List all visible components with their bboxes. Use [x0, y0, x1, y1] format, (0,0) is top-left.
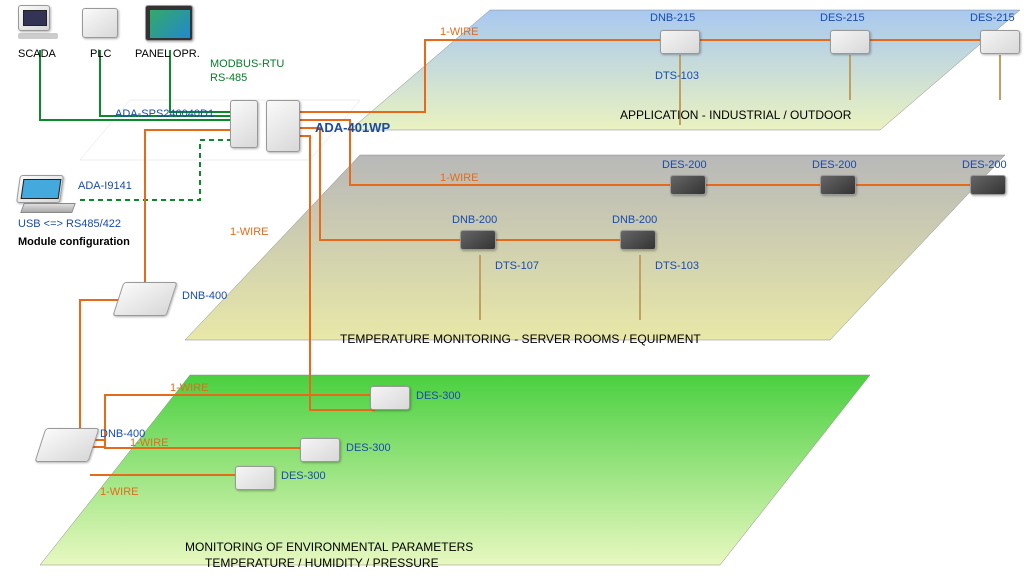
z1-sensor-label-2: DES-215 [970, 12, 1015, 24]
z2r1-label-1: DES-200 [812, 159, 857, 171]
plc-device [82, 8, 118, 38]
hub2 [34, 428, 99, 462]
z2r2-sensor-0 [460, 230, 496, 250]
scada-device [18, 5, 58, 39]
probe-z2a: DTS-107 [495, 260, 539, 272]
z2r2-label-1: DNB-200 [612, 214, 657, 226]
panel-device [145, 5, 193, 41]
zone3-title-l1: MONITORING OF ENVIRONMENTAL PARAMETERS [185, 540, 473, 554]
wire-zone3-trunk [300, 136, 375, 410]
z1-sensor-label-0: DNB-215 [650, 12, 695, 24]
wire-label-1: 1-WIRE [440, 26, 479, 38]
probe-z1: DTS-103 [655, 70, 699, 82]
z2r1-sensor-0 [670, 175, 706, 195]
z2r1-label-0: DES-200 [662, 159, 707, 171]
z2r2-sensor-1 [620, 230, 656, 250]
z1-sensor-0 [660, 30, 700, 54]
wire-label-2: 1-WIRE [440, 172, 479, 184]
hub1 [112, 282, 177, 316]
z2r1-sensor-1 [820, 175, 856, 195]
protocol-l1: MODBUS-RTU [210, 58, 284, 70]
adapter-name: ADA-I9141 [78, 180, 132, 192]
laptop [18, 175, 70, 213]
wire-label-4: 1-WIRE [170, 382, 209, 394]
main-modules [230, 100, 300, 152]
zone2-title: TEMPERATURE MONITORING - SERVER ROOMS / … [340, 332, 701, 346]
wire-label-5: 1-WIRE [130, 437, 169, 449]
plc-label: PLC [90, 48, 111, 60]
main-module-label: ADA-401WP [315, 120, 390, 135]
z3-label-0: DES-300 [416, 390, 461, 402]
adapter-cfg: Module configuration [18, 236, 130, 248]
wire-label-3: 1-WIRE [230, 226, 269, 238]
z2r1-sensor-2 [970, 175, 1006, 195]
wire-z3-a [90, 440, 300, 448]
z3-sensor-1 [300, 438, 340, 462]
adapter-desc: USB <=> RS485/422 [18, 218, 121, 230]
trunk-hub1 [145, 130, 230, 300]
z3-label-2: DES-300 [281, 470, 326, 482]
probe-z2b: DTS-103 [655, 260, 699, 272]
z3-label-1: DES-300 [346, 442, 391, 454]
z2r2-label-0: DNB-200 [452, 214, 497, 226]
zone1-title: APPLICATION - INDUSTRIAL / OUTDOOR [620, 108, 851, 122]
wire-label-6: 1-WIRE [100, 486, 139, 498]
wire-zone1 [300, 40, 660, 112]
scada-label: SCADA [18, 48, 56, 60]
z3-sensor-2 [235, 466, 275, 490]
protocol-l2: RS-485 [210, 72, 247, 84]
zone3-title-l2: TEMPERATURE / HUMIDITY / PRESSURE [205, 556, 439, 570]
z1-sensor-label-1: DES-215 [820, 12, 865, 24]
trunk-hub2 [80, 300, 145, 440]
panel-label: PANEL OPR. [135, 48, 200, 60]
z1-sensor-2 [980, 30, 1020, 54]
psu-label: ADA-SPS240040D1 [115, 108, 214, 120]
hub1-label: DNB-400 [182, 290, 227, 302]
z2r1-label-2: DES-200 [962, 159, 1007, 171]
z3-sensor-0 [370, 386, 410, 410]
z1-sensor-1 [830, 30, 870, 54]
